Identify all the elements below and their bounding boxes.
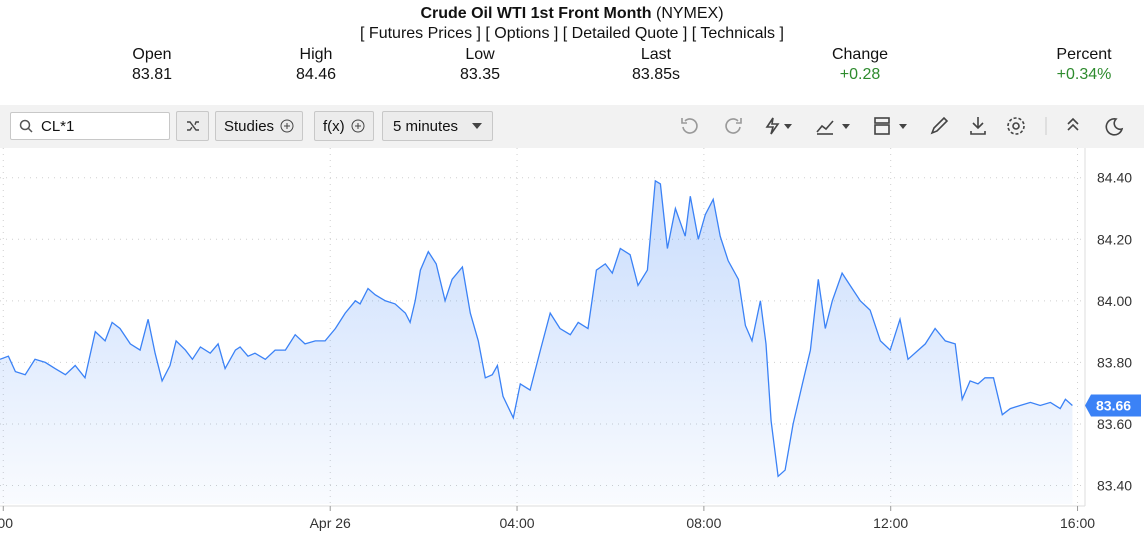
interval-button[interactable]: 5 minutes <box>382 111 493 141</box>
search-icon <box>19 119 33 133</box>
y-tick-label: 83.40 <box>1097 478 1132 494</box>
y-tick-label: 84.00 <box>1097 293 1132 309</box>
x-tick-label: 12:00 <box>873 515 908 531</box>
stat-value: 83.81 <box>131 66 173 83</box>
link[interactable]: [ Options ] <box>485 25 559 42</box>
fx: f(x) <box>323 117 345 135</box>
stat-value: 83.35 <box>459 66 501 83</box>
last-price-label: 83.66 <box>1096 397 1131 413</box>
stat-label: Change <box>831 46 889 63</box>
studies-button[interactable]: Studies <box>215 111 304 141</box>
chart: 83.40 83.60 83.80 84.00 84.20 84.40 :00 Apr 26 0… <box>0 148 1141 531</box>
stat-label: Open <box>132 46 172 63</box>
toolbar-icons <box>681 116 1124 136</box>
fx-button[interactable]: f(x) <box>314 111 374 141</box>
toolbar: CL*1 Studies f(x) 5 minutes <box>0 105 1144 148</box>
plus-icon <box>351 119 365 133</box>
stat-value: +0.34% <box>1056 66 1112 83</box>
x-tick-label: :00 <box>0 515 13 531</box>
x-tick-label: Apr 26 <box>310 515 351 531</box>
link[interactable]: [ Detailed Quote ] <box>562 25 688 42</box>
area <box>0 180 1073 505</box>
title: Crude Oil WTI 1st Front Month <box>420 5 652 22</box>
price-line <box>0 179 1073 478</box>
stat-label: Last <box>640 46 672 63</box>
shuffle-icon <box>186 121 199 131</box>
stat: Percent +0.34% <box>1014 46 1144 84</box>
compare-button[interactable] <box>176 111 209 141</box>
stat: Open 83.81 <box>82 46 222 84</box>
links: [ Futures Prices ] [ Options ] [ Detaile… <box>0 25 1144 43</box>
stat-value: 83.85s <box>631 66 681 83</box>
x-tick-label: 04:00 <box>500 515 535 531</box>
x-tick-label: 08:00 <box>686 515 721 531</box>
symbol: CL*1 <box>41 117 75 135</box>
stat-value: +0.28 <box>839 66 881 83</box>
stat-label: Percent <box>1056 46 1112 63</box>
y-tick-label: 84.40 <box>1097 170 1132 186</box>
y-tick-label: 83.60 <box>1097 416 1132 432</box>
stat-value: 84.46 <box>295 66 337 83</box>
y-tick-label: 83.80 <box>1097 354 1132 370</box>
interval: 5 minutes <box>393 117 459 135</box>
stat: Low 83.35 <box>410 46 550 84</box>
link[interactable]: [ Futures Prices ] <box>360 25 481 42</box>
stat-label: High <box>299 46 333 63</box>
plus-icon <box>280 119 294 133</box>
x-tick-label: 16:00 <box>1060 515 1095 531</box>
stat: Last 83.85s <box>586 46 726 84</box>
symbol-input[interactable]: CL*1 <box>10 112 170 140</box>
stat-label: Low <box>465 46 495 63</box>
y-tick-label: 84.20 <box>1097 231 1132 247</box>
header-title: Crude Oil WTI 1st Front Month (NYMEX) <box>0 5 1144 23</box>
link[interactable]: [ Technicals ] <box>691 25 784 42</box>
stat: Change +0.28 <box>790 46 930 84</box>
stat: High 84.46 <box>246 46 386 84</box>
caret <box>472 123 482 129</box>
last-price-tag <box>1085 394 1141 417</box>
exchange: (NYMEX) <box>655 5 724 22</box>
studies: Studies <box>224 117 275 135</box>
